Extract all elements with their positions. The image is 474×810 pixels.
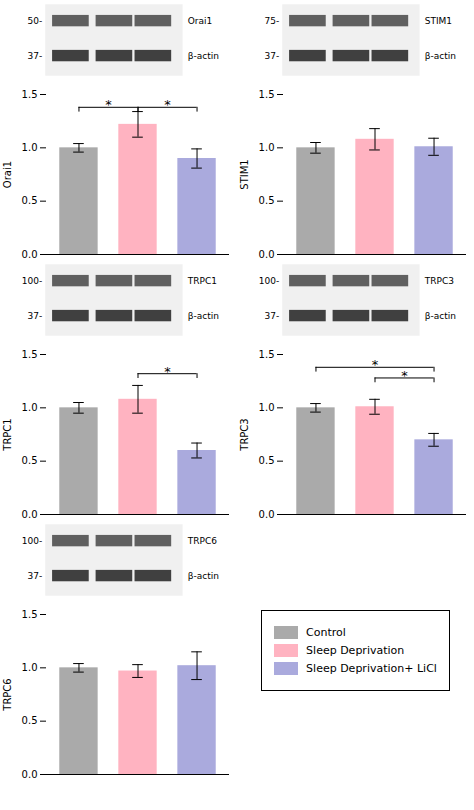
svg-text:β-actin: β-actin (188, 571, 219, 581)
svg-text:0.0: 0.0 (22, 509, 38, 520)
svg-text:TRPC1: TRPC1 (187, 276, 217, 286)
svg-text:0.0: 0.0 (22, 769, 38, 780)
svg-text:50-: 50- (28, 16, 43, 26)
svg-text:STIM1: STIM1 (425, 16, 452, 26)
svg-text:β-actin: β-actin (425, 51, 456, 61)
html-text:Control: Control (306, 625, 346, 639)
svg-text:0.5: 0.5 (22, 715, 38, 726)
svg-text:0.5: 0.5 (22, 455, 38, 466)
html-text:Sleep Deprivation+ LiCl: Sleep Deprivation+ LiCl (306, 661, 437, 675)
svg-text:75-: 75- (265, 16, 280, 26)
svg-text:1.5: 1.5 (22, 609, 38, 620)
svg-text:*: * (105, 97, 112, 112)
svg-text:1.5: 1.5 (22, 349, 38, 360)
svg-text:100-: 100- (259, 276, 279, 286)
svg-text:37-: 37- (265, 51, 280, 61)
svg-text:TRPC6: TRPC6 (2, 678, 13, 711)
svg-text:1.0: 1.0 (22, 662, 38, 673)
svg-text:0.5: 0.5 (22, 195, 38, 206)
svg-text:37-: 37- (265, 311, 280, 321)
svg-text:β-actin: β-actin (188, 311, 219, 321)
svg-text:37-: 37- (28, 311, 43, 321)
svg-text:Orai1: Orai1 (2, 161, 13, 188)
svg-text:1.0: 1.0 (22, 402, 38, 413)
svg-text:0.0: 0.0 (259, 249, 275, 260)
svg-text:TRPC1: TRPC1 (2, 418, 13, 451)
svg-text:37-: 37- (28, 51, 43, 61)
svg-text:1.5: 1.5 (22, 89, 38, 100)
svg-text:*: * (164, 364, 171, 379)
svg-text:100-: 100- (22, 276, 42, 286)
svg-text:STIM1: STIM1 (239, 159, 250, 189)
svg-text:1.0: 1.0 (259, 142, 275, 153)
svg-text:37-: 37- (28, 571, 43, 581)
svg-text:1.5: 1.5 (259, 349, 275, 360)
svg-text:0.5: 0.5 (259, 455, 275, 466)
svg-text:100-: 100- (22, 536, 42, 546)
svg-text:*: * (401, 368, 408, 383)
svg-text:1.0: 1.0 (22, 142, 38, 153)
svg-text:TRPC3: TRPC3 (239, 418, 250, 451)
svg-text:0.0: 0.0 (259, 509, 275, 520)
svg-text:TRPC3: TRPC3 (424, 276, 454, 286)
svg-text:β-actin: β-actin (425, 311, 456, 321)
svg-text:1.0: 1.0 (259, 402, 275, 413)
svg-text:0.5: 0.5 (259, 195, 275, 206)
html-text:Sleep Deprivation: Sleep Deprivation (306, 643, 405, 657)
svg-text:1.5: 1.5 (259, 89, 275, 100)
svg-text:TRPC6: TRPC6 (187, 536, 217, 546)
svg-text:Orai1: Orai1 (188, 16, 213, 26)
svg-text:*: * (372, 357, 379, 372)
svg-text:β-actin: β-actin (188, 51, 219, 61)
svg-text:*: * (164, 97, 171, 112)
svg-text:0.0: 0.0 (22, 249, 38, 260)
